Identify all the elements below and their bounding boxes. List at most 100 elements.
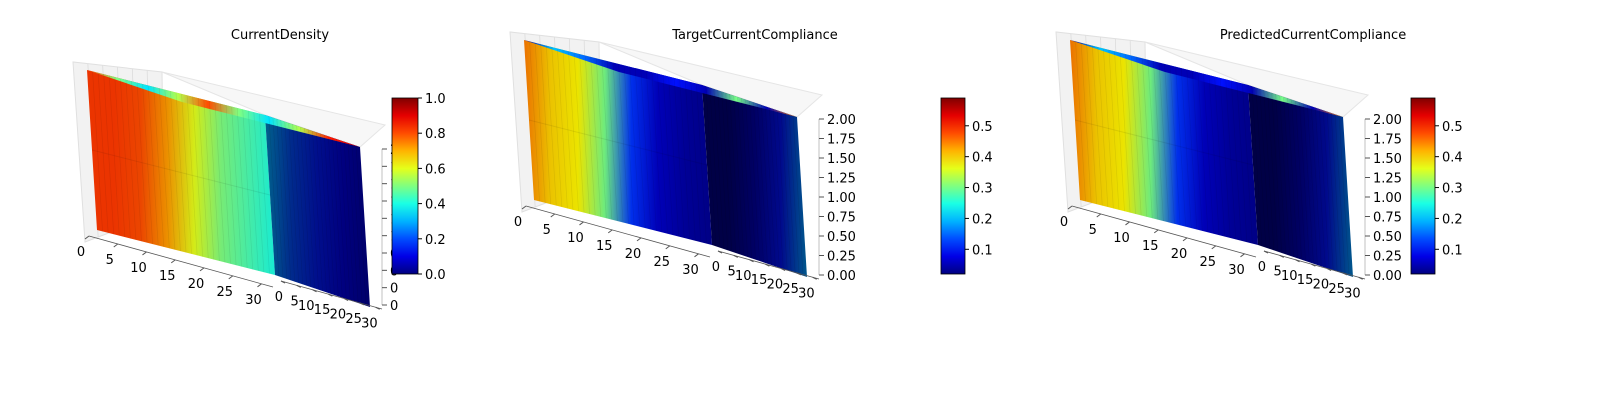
voxel-edge: [668, 76, 679, 237]
x-tick-label: 10: [130, 261, 147, 276]
voxel-edge: [209, 100, 220, 261]
voxel-edge: [1091, 45, 1103, 206]
voxel-edge: [1086, 44, 1098, 205]
y-tick: [359, 302, 365, 306]
z-tick-label: 1.75: [1373, 133, 1402, 148]
voxel-edge: [316, 132, 327, 293]
y-tick-label: 15: [1297, 273, 1314, 288]
voxel-edge: [242, 109, 254, 270]
voxel-edge: [236, 107, 248, 268]
voxel-edge: [709, 87, 721, 248]
z-tick-label: 1.25: [827, 172, 856, 187]
y-tick: [812, 276, 817, 280]
y-tick-label: 10: [298, 299, 315, 314]
z-tick-label: 2.00: [827, 113, 856, 128]
y-tick-label: 25: [1328, 282, 1345, 297]
y-tick-label: 30: [798, 286, 815, 301]
voxel-edge: [91, 149, 271, 196]
voxel-edge: [1314, 107, 1326, 268]
colorbar-tick-label: 1.0: [425, 92, 446, 107]
y-tick: [717, 250, 723, 254]
voxel-edge: [1251, 86, 1263, 247]
subplot-1: 0510152025300510152025300000111112Curren…: [72, 28, 446, 331]
voxel-edge: [300, 126, 311, 288]
x-tick: [694, 253, 699, 258]
x-tick-label: 25: [216, 285, 233, 300]
voxel-edge: [776, 110, 788, 271]
x-tick: [1096, 213, 1102, 218]
voxel-edge: [640, 69, 652, 230]
z-tick-label: 1.00: [1373, 191, 1402, 206]
x-tick: [199, 267, 205, 272]
voxel-edge: [780, 111, 792, 272]
colorbar-tick-label: 0.1: [1442, 243, 1463, 258]
z-tick-label: 0.50: [827, 230, 856, 245]
x-tick: [170, 259, 176, 264]
voxel-edge: [1103, 48, 1114, 209]
voxel-edge: [324, 134, 335, 296]
y-tick: [1295, 259, 1300, 263]
z-tick-label: 0.75: [827, 211, 856, 226]
voxel-edge: [534, 42, 546, 203]
voxel-edge: [1119, 52, 1131, 213]
y-tick: [1342, 272, 1348, 276]
x-tick-label: 5: [106, 253, 114, 268]
x-tick-label: 15: [1142, 239, 1159, 254]
voxel-edge: [280, 120, 292, 281]
voxel-edge: [568, 51, 579, 212]
voxel-edge: [1318, 108, 1330, 270]
x-tick-label: 30: [245, 293, 262, 308]
voxel-edge: [253, 112, 265, 273]
x-axis-line: [1071, 205, 1257, 258]
voxel-edge: [1158, 62, 1170, 223]
voxel-edge: [529, 41, 540, 202]
y-tick-label: 5: [1274, 264, 1282, 279]
y-tick-label: 0: [275, 290, 283, 305]
voxel-edge: [749, 100, 760, 262]
x-tick: [142, 251, 147, 256]
x-tick: [579, 221, 584, 226]
voxel-edge: [651, 72, 663, 233]
y-tick-label: 30: [1344, 286, 1361, 301]
colorbar-tick-label: 0.8: [425, 127, 446, 142]
voxel-edge: [186, 95, 198, 256]
x-tick-label: 20: [1171, 247, 1188, 262]
voxel-edge: [551, 47, 563, 208]
z-tick-label: 1.50: [1373, 152, 1402, 167]
voxel-edge: [1275, 94, 1287, 255]
voxel-edge: [737, 96, 748, 258]
voxel-edge: [142, 84, 153, 245]
x-tick-label: 0: [1060, 215, 1068, 230]
x-tick-label: 0: [514, 215, 522, 230]
voxel-edge: [623, 65, 635, 226]
y-tick: [328, 293, 333, 297]
x-tick: [113, 243, 119, 248]
y-tick: [780, 268, 786, 271]
voxel-edge: [584, 55, 596, 216]
voxel-edge: [153, 86, 165, 247]
voxel-edge: [1311, 106, 1322, 267]
voxel-edge: [131, 81, 142, 242]
voxel-edge: [308, 129, 319, 290]
y-tick: [765, 263, 770, 267]
colorbar-tick-label: 0.5: [1442, 120, 1463, 135]
voxel-edge: [1225, 79, 1237, 240]
voxel-edge: [335, 138, 347, 300]
voxel-edge: [1295, 100, 1306, 262]
x-tick: [257, 283, 262, 288]
voxel-edge: [1125, 54, 1136, 215]
voxel-edge: [607, 61, 618, 222]
voxel-edge: [768, 107, 780, 268]
x-tick: [1182, 237, 1188, 242]
y-tick: [343, 298, 349, 301]
x-tick-label: 15: [159, 269, 176, 284]
x-tick-label: 15: [596, 239, 613, 254]
voxel-edge: [690, 82, 702, 243]
voxel-edge: [347, 142, 359, 304]
voxel-edge: [753, 102, 764, 263]
x-axis-line: [88, 235, 274, 288]
voxel-edge: [268, 116, 280, 277]
voxel-edge: [1255, 87, 1267, 248]
x-axis-line: [525, 205, 711, 258]
